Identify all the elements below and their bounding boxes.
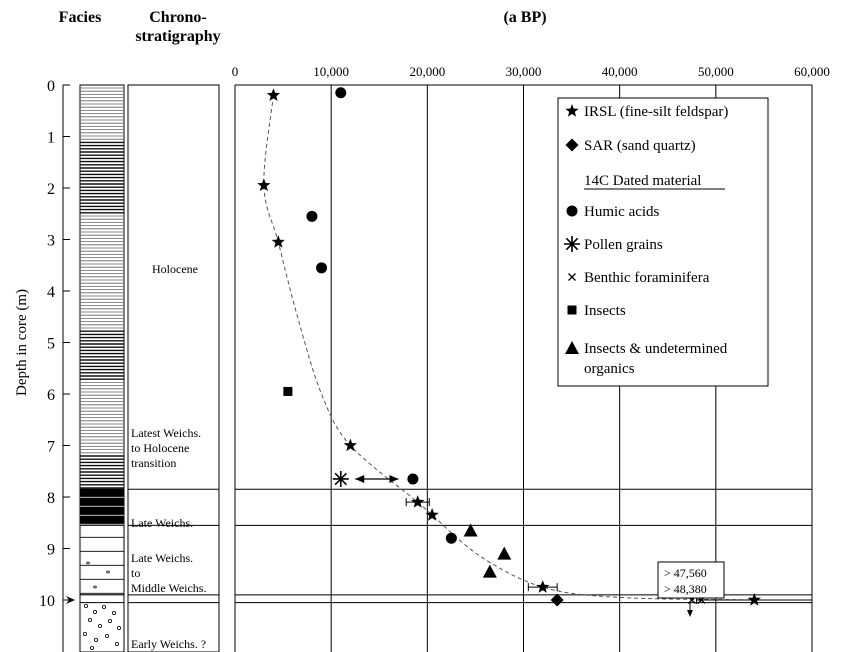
chrono-unit-label: transition xyxy=(131,456,176,470)
pollen-point xyxy=(332,470,349,487)
x-tick-label: 30,000 xyxy=(506,64,542,79)
irsl-point xyxy=(257,178,271,192)
chrono-unit-label: Holocene xyxy=(152,262,198,276)
chrono-header-line1: Chrono- xyxy=(149,9,207,26)
legend-label: IRSL (fine-silt feldspar) xyxy=(584,104,728,120)
fossil-symbol: * xyxy=(86,560,91,571)
annotation-box xyxy=(657,561,725,599)
chrono-unit-label: Latest Weichs. xyxy=(131,426,201,440)
organics-point xyxy=(482,564,497,578)
legend-label: organics xyxy=(584,361,635,377)
humic-acid-point xyxy=(306,210,318,222)
clast-symbol xyxy=(105,634,110,639)
clast-symbol xyxy=(108,619,113,624)
annotation-pointer-head xyxy=(687,610,693,617)
humic-acid-point xyxy=(335,87,347,99)
y-tick-label: 0 xyxy=(47,78,55,95)
legend-marker xyxy=(565,138,579,152)
legend-box xyxy=(557,97,769,387)
irsl-point xyxy=(425,508,439,521)
legend-label: Humic acids xyxy=(584,204,660,220)
humic-acid-point xyxy=(445,532,457,544)
facies-fossiliferous xyxy=(79,524,125,596)
x-tick-label: 10,000 xyxy=(313,64,349,79)
organics-point xyxy=(497,546,512,560)
x-tick-label: 0 xyxy=(232,64,239,79)
chrono-unit-label: to xyxy=(131,566,140,580)
age-range-arrowhead-left xyxy=(355,474,365,483)
humic-acid-point xyxy=(407,473,419,485)
facies-diamicton xyxy=(79,594,125,652)
chrono-unit-label: Early Weichs. ? xyxy=(131,637,206,651)
legend-label: Insects xyxy=(584,303,626,319)
insect-point xyxy=(283,386,293,396)
irsl-point xyxy=(536,580,550,593)
clast-symbol xyxy=(98,624,103,629)
chrono-header-line2: stratigraphy xyxy=(135,28,221,45)
legend-label: Pollen grains xyxy=(584,237,663,253)
clast-symbol xyxy=(83,632,88,637)
age-unit-header-text: (a BP) xyxy=(503,9,547,26)
humic-acid-point xyxy=(316,262,328,274)
x-tick-label: 60,000 xyxy=(794,64,830,79)
legend-marker xyxy=(566,205,578,217)
chrono-unit-label: Late Weichs. xyxy=(131,516,193,530)
y-tick-label: 2 xyxy=(47,181,55,198)
clast-symbol xyxy=(102,605,107,610)
annotation-line: > 48,380 xyxy=(664,582,707,596)
legend-marker xyxy=(565,104,579,117)
chrono-unit-label: Middle Weichs. xyxy=(131,581,206,595)
y-tick-label: 9 xyxy=(47,542,55,559)
legend-label: Benthic foraminifera xyxy=(584,270,710,286)
y-tick-label: 6 xyxy=(47,387,55,404)
age-unit-header: (a BP) xyxy=(470,8,580,27)
depth-arrow-marker xyxy=(66,596,75,604)
facies-header: Facies xyxy=(40,8,120,27)
age-range-arrowhead-right xyxy=(389,474,399,483)
y-tick-label: 10 xyxy=(39,593,55,610)
irsl-point xyxy=(343,438,358,452)
chronostratigraphy-header: Chrono- stratigraphy xyxy=(118,8,238,46)
y-tick-label: 5 xyxy=(47,336,55,353)
clast-symbol xyxy=(93,610,98,615)
irsl-point xyxy=(747,593,761,606)
legend-marker xyxy=(567,305,577,315)
legend-label: SAR (sand quartz) xyxy=(584,138,696,154)
legend-marker xyxy=(568,273,576,281)
facies-dark-band xyxy=(79,488,125,526)
legend-marker xyxy=(565,341,579,354)
y-tick-label: 4 xyxy=(47,284,55,301)
chrono-unit-label: to Holocene xyxy=(131,441,189,455)
legend-header: 14C Dated material xyxy=(584,173,701,189)
clast-symbol xyxy=(117,626,122,631)
x-tick-label: 40,000 xyxy=(602,64,638,79)
clast-symbol xyxy=(88,618,93,623)
clast-symbol xyxy=(112,611,117,616)
sar-point xyxy=(550,593,564,607)
y-axis-label: Depth in core (m) xyxy=(14,289,30,396)
x-tick-label: 50,000 xyxy=(698,64,734,79)
organics-point xyxy=(463,523,478,537)
legend-marker xyxy=(564,236,580,252)
irsl-point xyxy=(266,88,281,101)
irsl-point xyxy=(271,235,285,248)
clast-symbol xyxy=(84,604,89,609)
clast-symbol xyxy=(115,642,120,647)
fossil-symbol: * xyxy=(93,584,98,595)
clast-symbol xyxy=(90,646,95,651)
legend-label: Insects & undetermined xyxy=(584,341,728,357)
chrono-unit-label: Late Weichs. xyxy=(131,551,193,565)
y-tick-label: 8 xyxy=(47,490,55,507)
y-tick-label: 7 xyxy=(47,439,55,456)
y-tick-label: 1 xyxy=(47,130,55,147)
fossil-symbol: * xyxy=(106,569,111,580)
irsl-point xyxy=(411,495,425,508)
x-tick-label: 20,000 xyxy=(409,64,445,79)
y-tick-label: 3 xyxy=(47,233,55,250)
facies-header-text: Facies xyxy=(58,9,102,26)
annotation-line: > 47,560 xyxy=(664,566,707,580)
chrono-column-frame xyxy=(127,84,220,652)
clast-symbol xyxy=(94,638,99,643)
